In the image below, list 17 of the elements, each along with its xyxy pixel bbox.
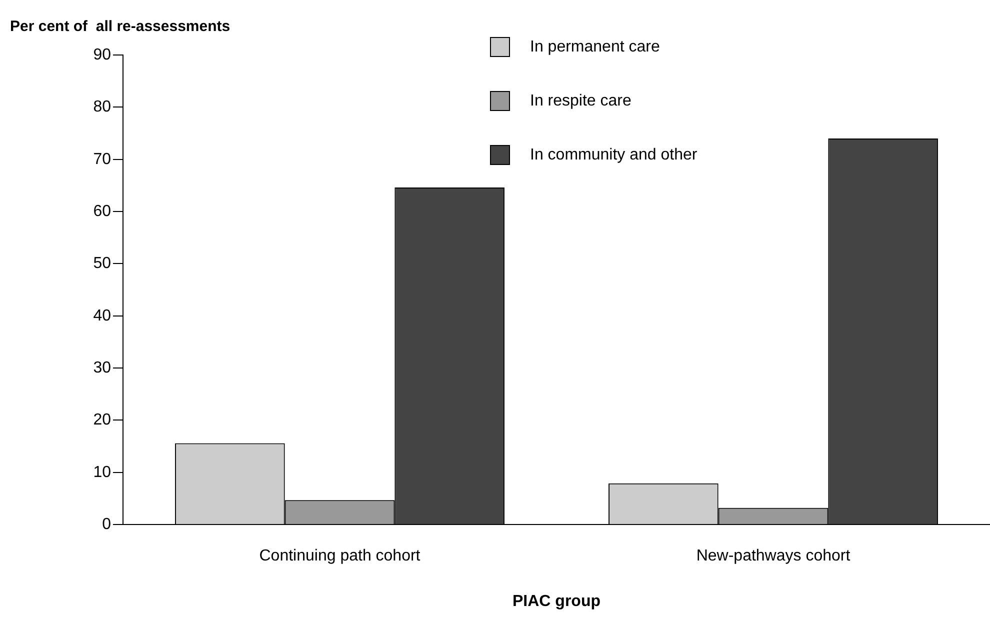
y-tick-label: 0 [102, 516, 112, 534]
legend-label: In respite care [530, 92, 632, 110]
y-tick-label: 80 [93, 98, 112, 116]
y-tick-label: 90 [93, 46, 112, 64]
y-tick-label: 70 [93, 150, 112, 168]
y-tick-label: 40 [93, 307, 112, 324]
y-tick-label: 10 [93, 464, 112, 481]
y-tick-label: 20 [93, 412, 112, 429]
y-tick-label: 50 [93, 255, 112, 272]
legend-label: In permanent care [530, 38, 660, 56]
x-tick-label: Continuing path cohort [259, 548, 421, 565]
y-axis-title: Per cent of all re-assessments [10, 18, 230, 36]
y-tick-label: 60 [93, 202, 112, 220]
legend-label: In community and other [530, 146, 698, 164]
y-tick-label: 30 [93, 359, 112, 376]
x-tick-label: New-pathways cohort [696, 548, 851, 565]
x-axis-title: PIAC group [512, 592, 601, 610]
